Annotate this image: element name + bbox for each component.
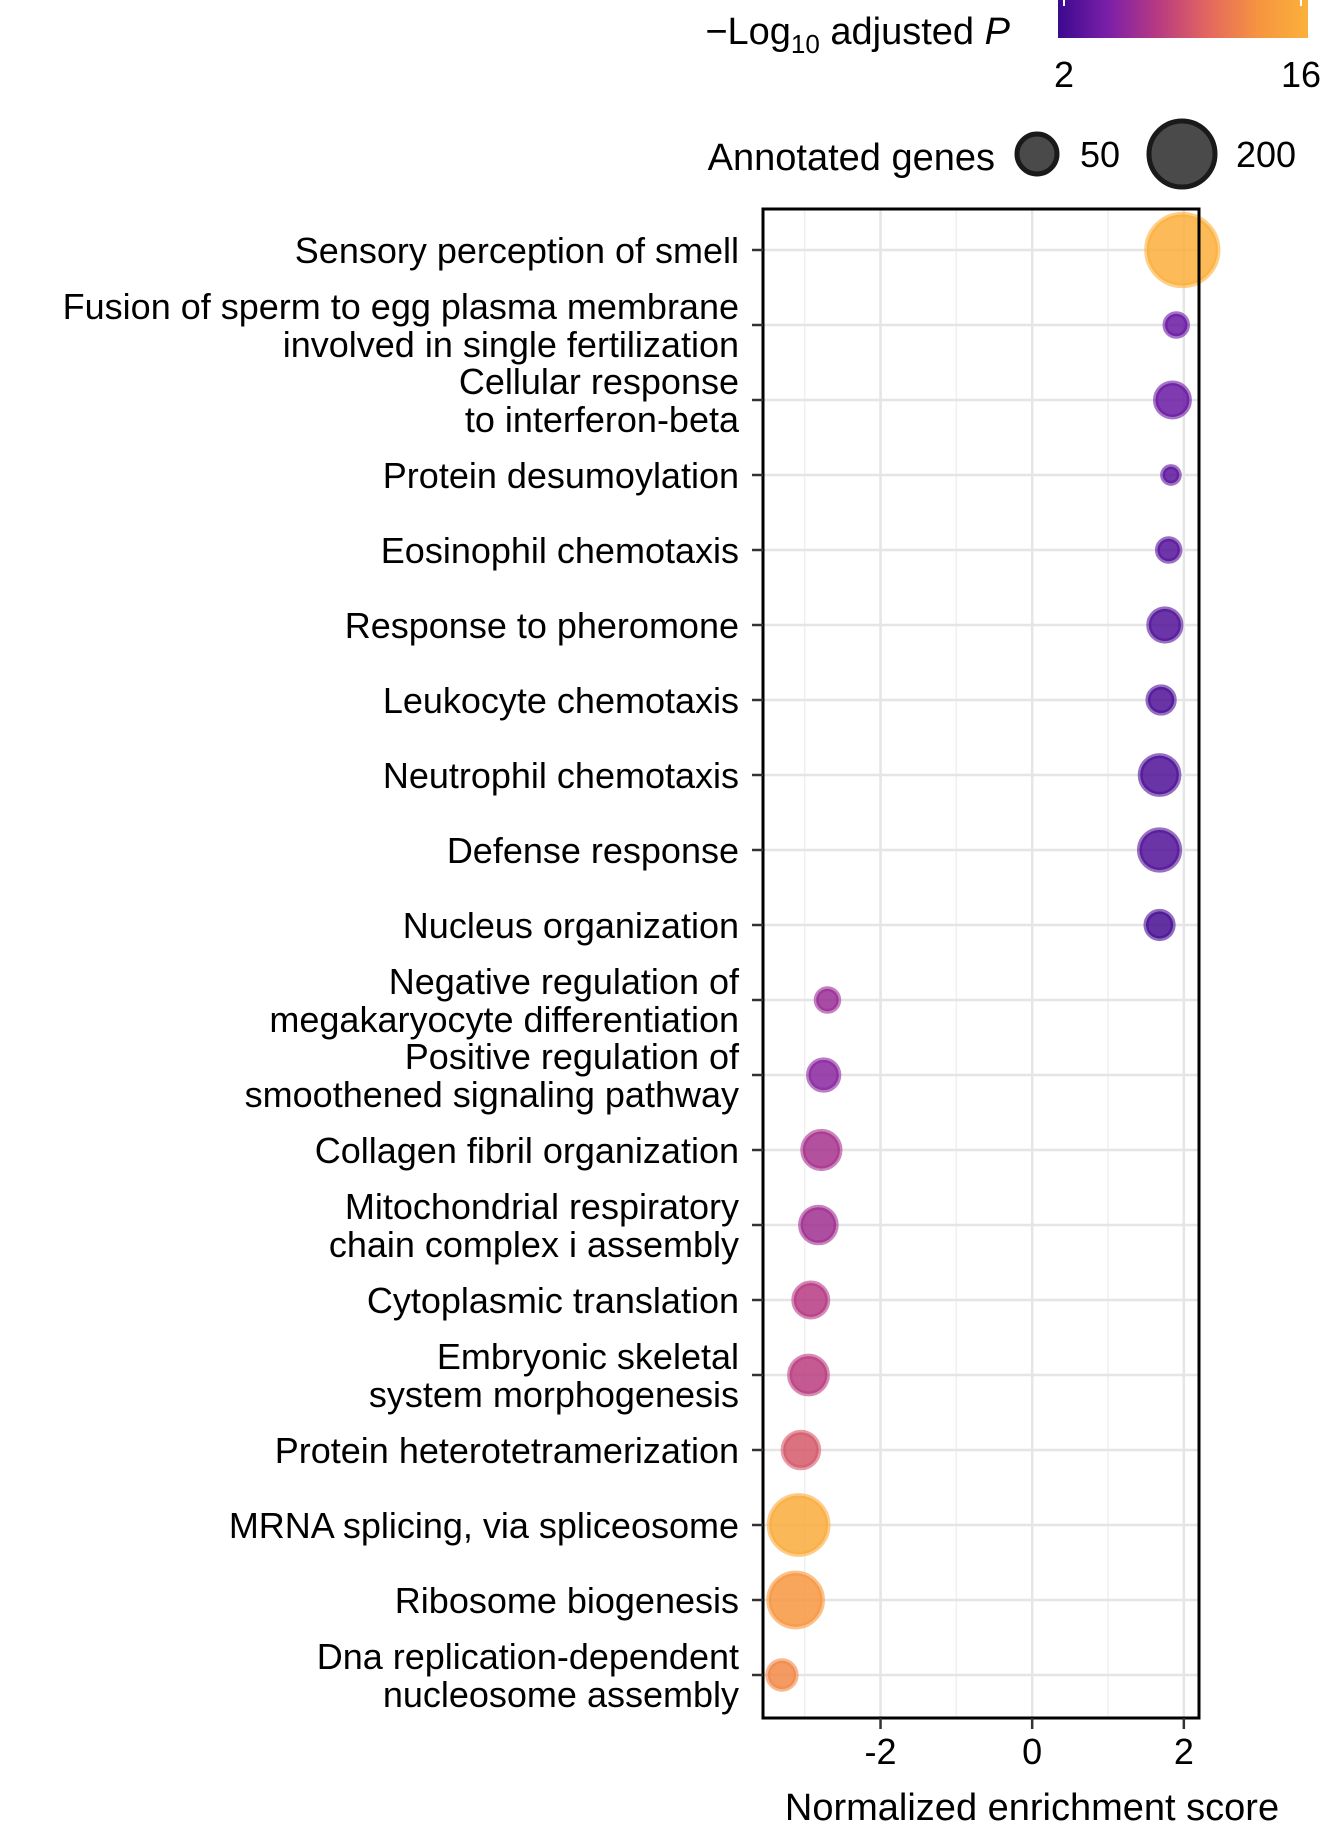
point-10 <box>1143 908 1176 942</box>
colorbar-min-label: 2 <box>1054 54 1074 95</box>
y-tick-label: Negative regulation of <box>389 961 740 1002</box>
x-tick-label: 2 <box>1174 1731 1194 1772</box>
point-18 <box>766 1493 831 1557</box>
color-legend-colorbar <box>1058 0 1308 38</box>
point-6 <box>1146 606 1184 644</box>
y-tick-label: Nucleus organization <box>403 905 739 946</box>
y-tick-label: Sensory perception of smell <box>295 230 739 271</box>
point-1 <box>1144 211 1221 289</box>
y-tick-label: Response to pheromone <box>345 605 739 646</box>
y-tick-label: Mitochondrial respiratory <box>345 1186 739 1227</box>
y-tick-label: Defense response <box>447 830 739 871</box>
size-legend-label-50: 50 <box>1080 134 1120 175</box>
point-13 <box>800 1128 843 1172</box>
point-3 <box>1152 380 1192 420</box>
color-legend-title: −Log10 adjusted P <box>705 11 1010 59</box>
point-8 <box>1137 753 1182 797</box>
point-5 <box>1154 536 1183 564</box>
y-tick-label: Protein heterotetramerization <box>275 1430 739 1471</box>
point-9 <box>1136 827 1183 873</box>
point-17 <box>780 1429 822 1471</box>
grid <box>763 209 1199 1718</box>
x-tick-label: -2 <box>865 1731 897 1772</box>
point-2 <box>1162 311 1191 339</box>
y-tick-label: Protein desumoylation <box>383 455 739 496</box>
size-legend-label-200: 200 <box>1236 134 1296 175</box>
point-14 <box>798 1204 839 1246</box>
y-tick-label: chain complex i assembly <box>329 1224 739 1265</box>
size-legend-circle-50 <box>1014 131 1060 177</box>
point-19 <box>766 1570 825 1630</box>
y-tick-label: involved in single fertilization <box>283 324 739 365</box>
x-axis-title: Normalized enrichment score <box>785 1787 1279 1825</box>
colorbar-max-label: 16 <box>1281 54 1321 95</box>
y-tick-label: smoothened signaling pathway <box>245 1074 739 1115</box>
y-tick-label: nucleosome assembly <box>383 1674 739 1715</box>
x-tick-label: 0 <box>1022 1731 1042 1772</box>
points <box>765 211 1221 1692</box>
y-tick-label: Positive regulation of <box>405 1036 740 1077</box>
point-7 <box>1145 684 1177 716</box>
y-tick-label: Dna replication-dependent <box>317 1636 739 1677</box>
point-11 <box>813 986 842 1014</box>
y-tick-label: Collagen fibril organization <box>315 1130 739 1171</box>
point-20 <box>765 1658 799 1692</box>
point-4 <box>1160 464 1182 486</box>
point-16 <box>787 1353 830 1397</box>
y-axis: Sensory perception of smell Fusion of spe… <box>63 230 763 1715</box>
y-tick-label: Embryonic skeletal <box>437 1336 739 1377</box>
y-tick-label: megakaryocyte differentiation <box>269 999 739 1040</box>
plot-panel-border <box>761 207 1201 1720</box>
y-tick-label: Neutrophil chemotaxis <box>383 755 739 796</box>
y-tick-label: Cytoplasmic translation <box>367 1280 739 1321</box>
y-tick-label: to interferon-beta <box>465 399 740 440</box>
size-legend-title: Annotated genes <box>708 137 995 179</box>
y-tick-label: system morphogenesis <box>369 1374 739 1415</box>
color-legend: −Log10 adjusted P 2 16 <box>705 0 1321 95</box>
y-tick-label: Ribosome biogenesis <box>395 1580 739 1621</box>
y-tick-label: Leukocyte chemotaxis <box>383 680 739 721</box>
y-tick-label: Fusion of sperm to egg plasma membrane <box>63 286 739 327</box>
point-12 <box>805 1057 842 1093</box>
x-axis: -2 0 2 <box>865 1718 1194 1772</box>
y-tick-label: MRNA splicing, via spliceosome <box>229 1505 739 1546</box>
size-legend: Annotated genes 50 200 <box>708 118 1296 190</box>
point-15 <box>791 1280 831 1320</box>
y-tick-label: Cellular response <box>459 361 739 402</box>
y-tick-label: Eosinophil chemotaxis <box>381 530 739 571</box>
size-legend-circle-200 <box>1146 118 1218 190</box>
